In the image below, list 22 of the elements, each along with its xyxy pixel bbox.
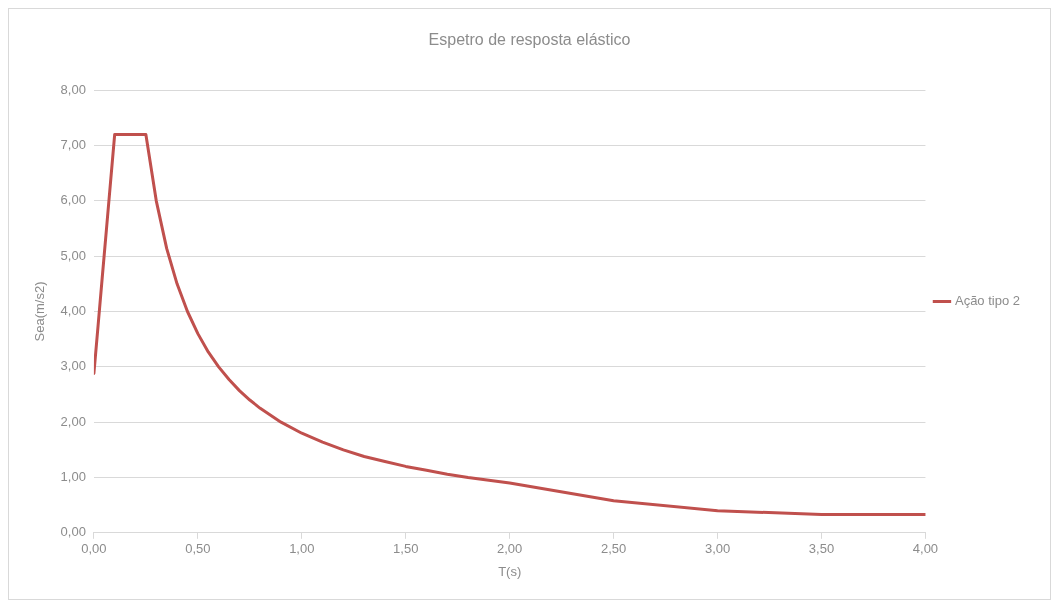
legend-label: Ação tipo 2	[954, 293, 1020, 309]
y-tick-label: 2,00	[60, 413, 86, 429]
x-tick-label: 1,00	[289, 541, 315, 557]
x-tick-label: 3,00	[704, 541, 731, 557]
x-tick-label: 3,50	[808, 541, 835, 557]
y-tick-label: 8,00	[60, 81, 86, 97]
chart-title: Espetro de resposta elástico	[428, 31, 631, 49]
y-tick-label: 4,00	[60, 303, 86, 319]
x-tick-label: 2,50	[600, 541, 627, 557]
x-tick-label: 1,50	[393, 541, 419, 557]
x-tick-label: 0,50	[185, 541, 211, 557]
y-axis-title: Sea(m/s2)	[32, 281, 48, 342]
y-tick-label: 0,00	[60, 524, 86, 540]
y-tick-label: 5,00	[60, 247, 86, 263]
x-tick-label: 0,00	[81, 541, 107, 557]
y-tick-label: 6,00	[60, 192, 86, 208]
y-tick-label: 1,00	[60, 469, 86, 485]
x-tick-label: 2,00	[497, 541, 523, 557]
x-tick-label: 4,00	[912, 541, 939, 557]
y-tick-label: 3,00	[60, 358, 86, 374]
x-axis-title: T(s)	[498, 563, 522, 579]
y-tick-label: 7,00	[60, 137, 86, 153]
